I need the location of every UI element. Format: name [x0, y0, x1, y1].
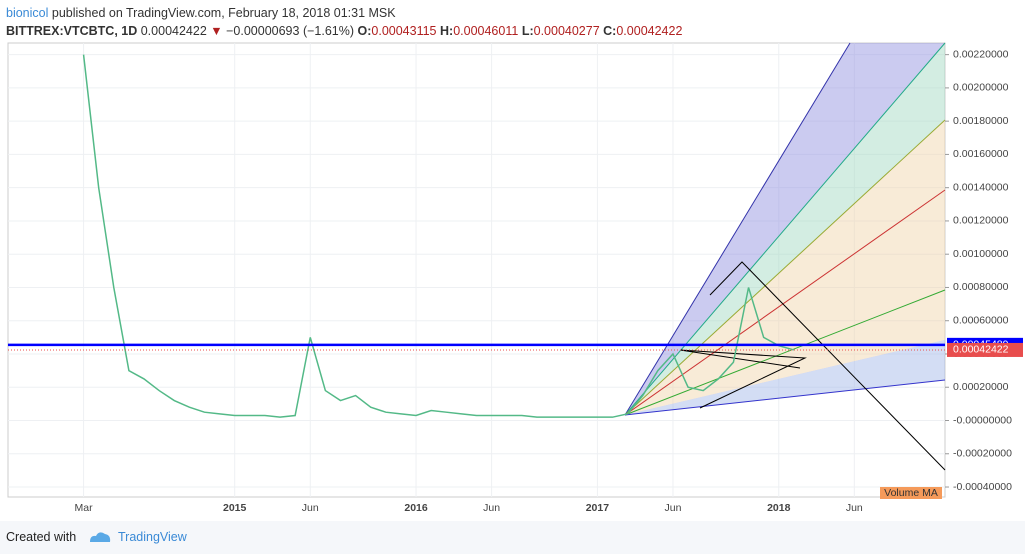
y-tick-label: 0.00160000 — [953, 148, 1009, 160]
fan-line — [624, 42, 851, 416]
close-label: C: — [603, 24, 617, 38]
x-tick-label: Jun — [846, 502, 863, 514]
x-tick-label: 2015 — [223, 502, 247, 514]
fan-line — [624, 289, 946, 416]
x-tick-label: Jun — [664, 502, 681, 514]
low: 0.00040277 — [533, 24, 600, 38]
open-label: O: — [357, 24, 372, 38]
x-tick-label: 2017 — [586, 502, 610, 514]
grid — [8, 43, 945, 497]
y-tick-label: -0.00020000 — [953, 448, 1012, 460]
change: −0.00000693 (−1.61%) — [226, 24, 355, 38]
line1: bionicol published on TradingView.com, F… — [6, 4, 682, 22]
y-tick-label: 0.00100000 — [953, 248, 1009, 260]
header: bionicol published on TradingView.com, F… — [6, 4, 682, 40]
price-line — [82, 54, 795, 418]
fan-lines — [624, 42, 946, 471]
y-tick-label: -0.00040000 — [953, 481, 1012, 493]
published: published on TradingView.com, February 1… — [51, 6, 396, 20]
y-tick-label: 0.00180000 — [953, 115, 1009, 127]
last-price-label: 0.00042422 — [953, 344, 1009, 356]
last-price-bg — [947, 342, 1023, 357]
y-tick-label: 0.00080000 — [953, 281, 1009, 293]
line2: BITTREX:VTCBTC, 1D 0.00042422 ▼ −0.00000… — [6, 22, 682, 40]
close: 0.00042422 — [616, 24, 683, 38]
x-tick-label: Jun — [483, 502, 500, 514]
low-label: L: — [521, 24, 534, 38]
high-label: H: — [440, 24, 454, 38]
x-tick-label: 2018 — [767, 502, 791, 514]
y-tick-label: -0.00000000 — [953, 414, 1012, 426]
down-arrow: ▼ — [210, 24, 223, 38]
open: 0.00043115 — [371, 24, 437, 38]
high: 0.00046011 — [453, 24, 519, 38]
volume-label-bg — [880, 487, 942, 499]
author[interactable]: bionicol — [6, 6, 49, 20]
triangle — [679, 349, 807, 409]
fan-zone — [625, 340, 945, 415]
logo — [90, 532, 111, 542]
footer: Created with TradingView — [0, 521, 1025, 554]
created-with: Created with — [6, 530, 77, 544]
price: 0.00042422 — [140, 24, 207, 38]
y-tick-label: 0.00220000 — [953, 48, 1009, 60]
y-tick-label: 0.00140000 — [953, 181, 1009, 193]
fan-line — [624, 379, 946, 416]
symbol: BITTREX:VTCBTC, 1D — [6, 24, 138, 38]
x-tick-label: Mar — [75, 502, 94, 514]
y-tick-label: 0.00020000 — [953, 381, 1009, 393]
y-tick-label: 0.00060000 — [953, 315, 1009, 327]
y-tick-label: 0.00200000 — [953, 82, 1009, 94]
x-tick-label: Jun — [302, 502, 319, 514]
pitchfork — [709, 261, 946, 471]
y-tick-label: 0.00120000 — [953, 215, 1009, 227]
fan-line — [624, 189, 946, 416]
brand[interactable]: TradingView — [118, 530, 187, 544]
plot-frame — [7, 42, 946, 498]
chart: Volume MA -0.00040000 -0.00020000 -0.00000… — [7, 42, 1023, 514]
volume-label: Volume MA — [884, 487, 938, 499]
x-tick-label: 2016 — [404, 502, 428, 514]
fan-line — [624, 42, 946, 416]
